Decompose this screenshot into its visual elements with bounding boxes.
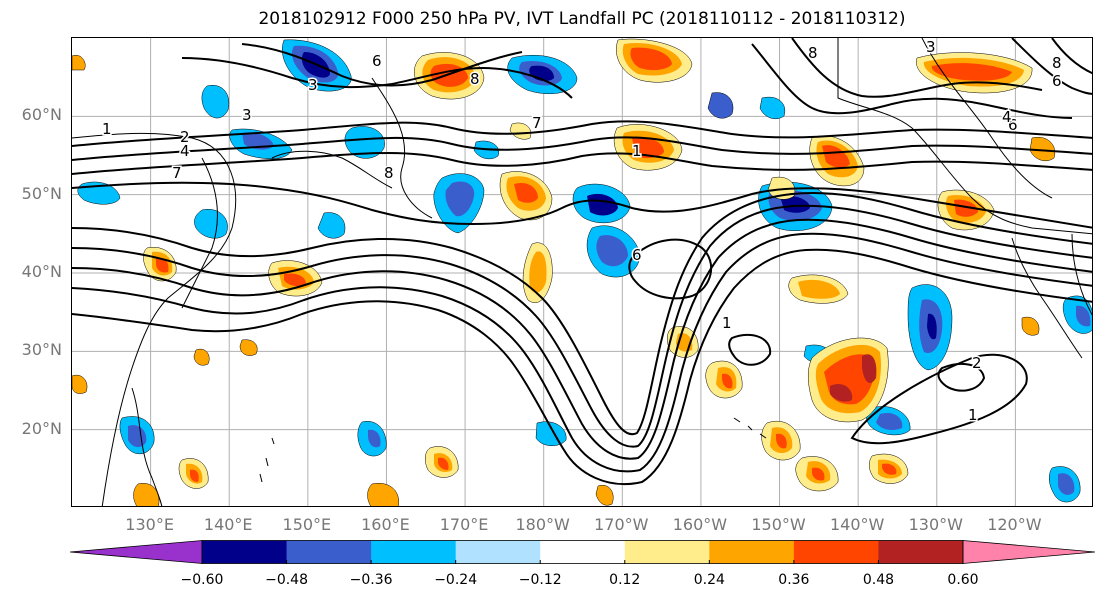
contour-label: 8: [470, 70, 480, 88]
longitude-label: 170°E: [439, 515, 489, 534]
longitude-label: 140°W: [829, 515, 885, 534]
latitude-label: 60°N: [21, 105, 62, 125]
longitude-label: 130°E: [125, 515, 174, 534]
contour-label: 6: [1052, 72, 1062, 90]
contour-label: 1: [102, 120, 112, 138]
contour-label: 3: [242, 106, 252, 124]
map-title: 2018102912 F000 250 hPa PV, IVT Landfall…: [258, 9, 906, 29]
colorbar-segment: [455, 540, 541, 564]
contour-label: 8: [1052, 54, 1062, 72]
colorbar: [70, 540, 1095, 564]
colorbar-segment: [540, 540, 626, 564]
longitude-label: 120°W: [987, 515, 1042, 534]
colorbar-segment: [709, 540, 795, 564]
colorbar-segment: [793, 540, 879, 564]
contour-label: 4: [180, 142, 190, 160]
colorbar-tick-label: 0.12: [609, 572, 641, 588]
colorbar-segment: [202, 540, 288, 564]
contour-label: 2: [972, 354, 982, 372]
colorbar-segment: [878, 540, 964, 564]
latitude-label: 20°N: [21, 418, 62, 438]
contour-label: 1: [968, 406, 978, 424]
contour-label: 8: [808, 44, 818, 62]
longitude-label: 150°W: [751, 515, 806, 534]
longitude-label: 160°E: [361, 515, 410, 534]
contour-label: 8: [384, 164, 394, 182]
contour-label: 3: [926, 38, 936, 56]
pv-contours: [72, 38, 1092, 486]
colorbar-tick-label: −0.48: [265, 572, 308, 588]
contour-label: 6: [1008, 116, 1018, 134]
contour-label: 7: [172, 164, 182, 182]
colorbar-segment: [624, 540, 710, 564]
longitude-label: 130°W: [908, 515, 963, 534]
colorbar-tick-label: 0.48: [862, 572, 895, 588]
colorbar-tick-label: 0.36: [778, 572, 810, 588]
longitude-label: 150°E: [282, 515, 332, 534]
colorbar-frame: [201, 540, 964, 564]
contour-label: 2: [180, 128, 190, 146]
longitude-label: 140°E: [203, 515, 253, 534]
contour-label: 3: [308, 76, 318, 94]
latitude-label: 40°N: [21, 262, 62, 281]
colorbar-tick-label: −0.36: [349, 572, 393, 588]
latitude-label: 30°N: [21, 340, 62, 360]
colorbar-tick-label: 0.24: [693, 572, 725, 588]
colorbar-tick-label: −0.24: [434, 572, 478, 588]
longitude-label: 160°W: [672, 515, 728, 534]
longitude-label: 180°W: [515, 515, 570, 534]
contour-label: 6: [632, 246, 642, 264]
contour-label: 6: [372, 52, 382, 70]
contour-label: 7: [532, 114, 542, 132]
colorbar-extend-low: [70, 540, 203, 564]
longitude-label: 170°W: [594, 515, 649, 534]
colorbar-tick-label: 0.60: [947, 572, 979, 588]
colorbar-tick-label: −0.60: [180, 572, 224, 588]
colorbar-extend-high: [962, 540, 1095, 564]
latitude-label: 50°N: [21, 183, 62, 203]
colorbar-tick-label: −0.12: [518, 572, 562, 588]
colorbar-segment: [371, 540, 457, 564]
contour-label: 1: [632, 142, 642, 160]
colorbar-segment: [286, 540, 372, 564]
contour-label: 1: [722, 314, 732, 332]
contour-label: 4: [1002, 108, 1012, 126]
